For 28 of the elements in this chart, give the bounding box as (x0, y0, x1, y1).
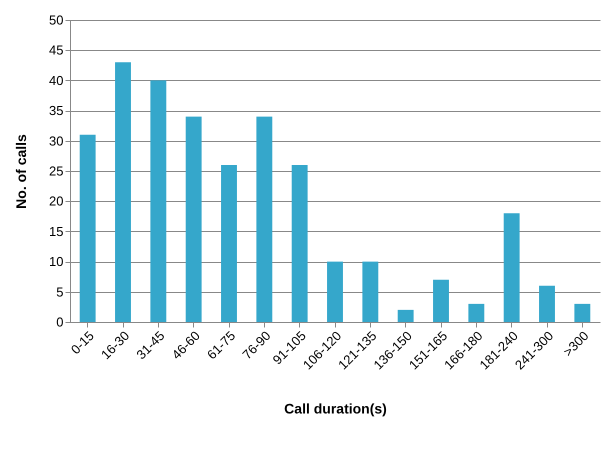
bar (468, 304, 484, 322)
bar (292, 164, 308, 322)
y-axis-title: No. of calls (13, 134, 30, 209)
bar (362, 262, 378, 322)
bar (504, 213, 520, 322)
y-tick-label: 30 (49, 133, 64, 148)
y-tick-label: 35 (49, 103, 64, 118)
bar (80, 134, 96, 322)
y-tick-label: 45 (49, 42, 64, 58)
bar (221, 164, 237, 322)
y-tick-label: 20 (49, 194, 64, 209)
y-tick-label: 0 (56, 314, 64, 330)
bar (150, 80, 166, 322)
y-tick-label: 25 (49, 164, 64, 178)
y-tick-label: 40 (49, 72, 64, 88)
bar (433, 280, 449, 322)
bar (186, 116, 202, 322)
bar (398, 310, 414, 322)
y-tick-label: 5 (56, 284, 64, 300)
bar (115, 62, 131, 322)
x-axis-title: Call duration(s) (284, 400, 387, 416)
y-tick-label: 10 (49, 254, 64, 270)
y-tick-label: 15 (49, 224, 64, 239)
bar (574, 304, 590, 322)
bar (256, 116, 272, 322)
bar (327, 262, 343, 322)
bar (539, 286, 555, 322)
y-tick-label: 50 (49, 12, 64, 28)
